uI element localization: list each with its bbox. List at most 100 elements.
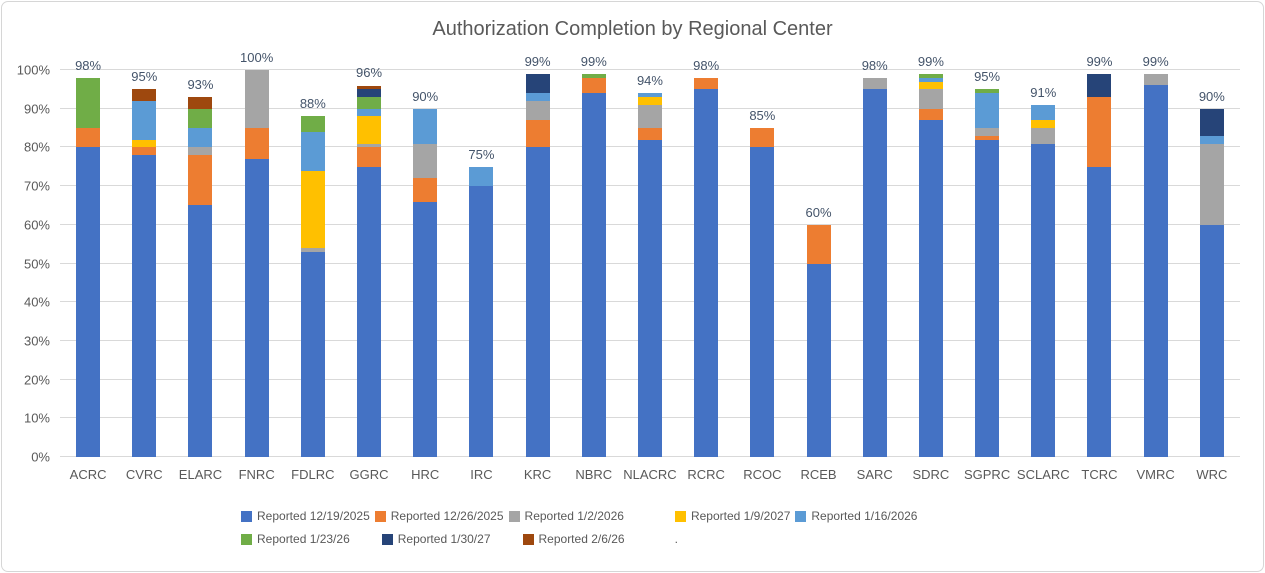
bar-segment[interactable] xyxy=(188,147,213,156)
legend-item[interactable]: Reported 1/16/2026 xyxy=(795,509,917,523)
bar-total-label[interactable]: 100% xyxy=(240,50,274,65)
bar-segment[interactable] xyxy=(918,108,943,121)
bar-segment[interactable] xyxy=(1199,224,1224,457)
bar-segment[interactable] xyxy=(413,108,438,144)
bar-segment[interactable] xyxy=(637,128,662,140)
bar-total-label[interactable]: 98% xyxy=(861,57,888,73)
bar-segment[interactable] xyxy=(244,128,269,160)
stacked-bar-rceb[interactable] xyxy=(806,70,831,457)
bar-segment[interactable] xyxy=(357,143,382,148)
x-axis-category-label[interactable]: WRC xyxy=(1196,467,1228,482)
bar-segment[interactable] xyxy=(357,147,382,167)
y-axis-tick-label[interactable]: 20% xyxy=(23,372,50,388)
bar-total-label[interactable]: 98% xyxy=(75,57,102,73)
bar-segment[interactable] xyxy=(357,108,382,117)
x-axis-category-label[interactable]: RCRC xyxy=(687,467,725,482)
bar-segment[interactable] xyxy=(581,73,606,78)
bar-segment[interactable] xyxy=(525,120,550,148)
bar-total-label[interactable]: 93% xyxy=(187,77,214,93)
bar-segment[interactable] xyxy=(357,97,382,109)
bar-segment[interactable] xyxy=(637,97,662,105)
x-axis-category-label[interactable]: ACRC xyxy=(69,467,107,482)
bar-total-label[interactable]: 90% xyxy=(1198,88,1225,104)
bar-segment[interactable] xyxy=(188,108,213,129)
bar-segment[interactable] xyxy=(694,77,719,90)
y-axis-tick-label[interactable]: 10% xyxy=(23,410,50,426)
bar-segment[interactable] xyxy=(1087,73,1112,98)
x-axis-category-label[interactable]: KRC xyxy=(523,467,552,482)
bar-total-label[interactable]: 95% xyxy=(974,69,1001,85)
y-axis-tick-label[interactable]: 100% xyxy=(16,62,50,78)
bar-segment[interactable] xyxy=(244,70,269,129)
bar-segment[interactable] xyxy=(1031,128,1056,144)
x-axis-category-label[interactable]: RCEB xyxy=(800,467,837,482)
x-axis-category-label[interactable]: FDLRC xyxy=(291,467,335,482)
bar-segment[interactable] xyxy=(918,81,943,90)
bar-segment[interactable] xyxy=(132,147,157,156)
bar-total-label[interactable]: 99% xyxy=(1086,53,1113,69)
stacked-bar-vmrc[interactable] xyxy=(1143,70,1168,457)
x-axis-category-label[interactable]: NLACRC xyxy=(623,467,677,482)
stacked-bar-cvrc[interactable] xyxy=(132,70,157,457)
bar-segment[interactable] xyxy=(132,89,157,101)
bar-segment[interactable] xyxy=(750,128,775,148)
x-axis-category-label[interactable]: SDRC xyxy=(912,467,950,482)
bar-segment[interactable] xyxy=(1031,120,1056,129)
stacked-bar-wrc[interactable] xyxy=(1199,70,1224,457)
bar-segment[interactable] xyxy=(300,251,325,457)
bar-segment[interactable] xyxy=(918,77,943,82)
bar-segment[interactable] xyxy=(750,147,775,457)
stacked-bar-rcrc[interactable] xyxy=(694,70,719,457)
x-axis-category-label[interactable]: HRC xyxy=(411,467,440,482)
bar-segment[interactable] xyxy=(975,139,1000,457)
bar-segment[interactable] xyxy=(244,159,269,457)
x-axis-category-label[interactable]: ELARC xyxy=(178,467,223,482)
bar-segment[interactable] xyxy=(637,139,662,457)
bar-segment[interactable] xyxy=(1031,143,1056,457)
x-axis-category-label[interactable]: SGPRC xyxy=(963,467,1011,482)
stacked-bar-irc[interactable] xyxy=(469,70,494,457)
stacked-bar-fdlrc[interactable] xyxy=(300,70,325,457)
bar-segment[interactable] xyxy=(357,85,382,90)
bar-segment[interactable] xyxy=(469,166,494,187)
bar-segment[interactable] xyxy=(637,104,662,129)
bar-segment[interactable] xyxy=(637,93,662,98)
bar-total-label[interactable]: 96% xyxy=(356,65,383,81)
bar-segment[interactable] xyxy=(300,116,325,132)
bar-segment[interactable] xyxy=(76,77,101,129)
bar-segment[interactable] xyxy=(357,116,382,144)
y-axis-tick-label[interactable]: 50% xyxy=(23,256,50,271)
bar-total-label[interactable]: 95% xyxy=(131,69,158,85)
bar-total-label[interactable]: 75% xyxy=(468,146,495,162)
bar-segment[interactable] xyxy=(806,224,831,264)
bar-segment[interactable] xyxy=(300,131,325,171)
legend-item[interactable]: Reported 12/26/2025 xyxy=(374,509,504,523)
bar-segment[interactable] xyxy=(862,77,887,90)
bar-total-label[interactable]: 94% xyxy=(636,73,663,89)
legend-item[interactable]: Reported 1/2/2026 xyxy=(508,509,624,523)
bar-segment[interactable] xyxy=(469,186,494,457)
stacked-bar-ggrc[interactable] xyxy=(357,70,382,457)
bar-total-label[interactable]: 91% xyxy=(1030,84,1057,100)
bar-segment[interactable] xyxy=(918,73,943,78)
bar-total-label[interactable]: 88% xyxy=(299,96,326,112)
y-axis-tick-label[interactable]: 60% xyxy=(23,217,50,233)
bar-total-label[interactable]: 85% xyxy=(749,108,776,124)
stacked-bar-acrc[interactable] xyxy=(76,70,101,457)
bar-segment[interactable] xyxy=(806,263,831,457)
x-axis-category-label[interactable]: NBRC xyxy=(575,467,613,482)
bar-segment[interactable] xyxy=(1199,135,1224,144)
bar-segment[interactable] xyxy=(1031,104,1056,121)
stacked-bar-krc[interactable] xyxy=(525,70,550,457)
bar-segment[interactable] xyxy=(76,128,101,148)
y-axis-tick-label[interactable]: 90% xyxy=(23,101,50,117)
x-axis-category-label[interactable]: CVRC xyxy=(125,467,163,482)
x-axis-category-label[interactable]: TCRC xyxy=(1081,467,1118,482)
bar-segment[interactable] xyxy=(975,128,1000,136)
bar-segment[interactable] xyxy=(188,155,213,206)
bar-segment[interactable] xyxy=(188,128,213,148)
bar-segment[interactable] xyxy=(975,89,1000,94)
stacked-bar-fnrc[interactable] xyxy=(244,70,269,457)
stacked-bar-nlacrc[interactable] xyxy=(637,70,662,457)
bar-segment[interactable] xyxy=(525,93,550,101)
